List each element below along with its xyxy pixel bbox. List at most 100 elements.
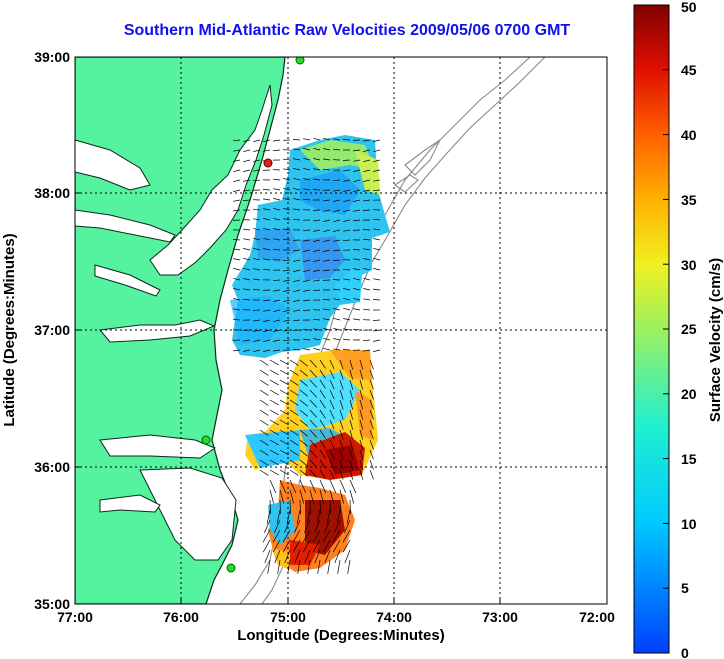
velocity-arrow bbox=[343, 307, 351, 311]
velocity-arrow bbox=[294, 549, 301, 564]
velocity-arrow bbox=[283, 218, 291, 221]
velocity-arrow bbox=[289, 399, 299, 406]
velocity-arrow bbox=[279, 419, 289, 426]
velocity-arrow bbox=[299, 469, 308, 477]
velocity-arrow bbox=[349, 399, 354, 410]
velocity-arrow bbox=[273, 238, 281, 241]
velocity-arrow bbox=[299, 479, 307, 493]
velocity-arrow bbox=[319, 379, 326, 389]
velocity-arrow bbox=[329, 379, 335, 390]
x-tick-label: 74:00 bbox=[376, 609, 412, 625]
potomac-river bbox=[75, 209, 176, 243]
velocity-arrow bbox=[272, 149, 281, 151]
velocity-arrow bbox=[253, 228, 261, 231]
velocity-arrow bbox=[359, 469, 364, 480]
site-hatteras bbox=[226, 563, 236, 573]
velocity-arrow bbox=[349, 479, 357, 493]
velocity-arrow bbox=[373, 159, 381, 163]
velocity-arrow bbox=[319, 399, 326, 409]
velocity-arrow bbox=[233, 209, 241, 212]
velocity-arrow bbox=[303, 299, 311, 302]
velocity-arrow bbox=[309, 409, 317, 418]
velocity-arrow bbox=[363, 139, 371, 142]
x-tick-label: 73:00 bbox=[482, 609, 518, 625]
velocity-arrow bbox=[263, 198, 271, 201]
velocity-arrow bbox=[243, 179, 251, 182]
velocity-arrow bbox=[282, 339, 291, 342]
velocity-arrow bbox=[313, 147, 321, 151]
velocity-arrow bbox=[252, 309, 261, 311]
velocity-arrow bbox=[343, 318, 351, 321]
velocity-arrow bbox=[293, 289, 301, 293]
velocity-arrow bbox=[372, 299, 381, 301]
velocity-arrow bbox=[333, 199, 341, 202]
velocity-arrow bbox=[309, 499, 311, 515]
velocity-arrow bbox=[243, 278, 251, 281]
velocity-arrow bbox=[292, 139, 301, 141]
velocity-arrow bbox=[262, 268, 271, 271]
velocity-arrow bbox=[282, 158, 291, 161]
y-tick-marks bbox=[75, 56, 81, 605]
chesapeake-bay bbox=[149, 84, 273, 276]
velocity-arrow bbox=[263, 319, 271, 322]
velocity-arrow bbox=[266, 509, 271, 524]
velocity-arrow bbox=[269, 389, 279, 396]
velocity-arrow bbox=[259, 429, 269, 436]
velocity-arrow bbox=[339, 449, 344, 460]
velocity-arrow bbox=[353, 219, 361, 222]
velocity-arrow bbox=[303, 157, 311, 161]
velocity-arrow bbox=[283, 289, 291, 292]
velocity-arrow bbox=[363, 277, 371, 281]
velocity-arrow bbox=[263, 329, 271, 333]
velocity-arrow bbox=[307, 559, 311, 574]
velocity-arrow bbox=[282, 239, 291, 241]
velocity-arrow bbox=[323, 327, 331, 331]
velocity-arrow bbox=[349, 439, 354, 450]
velocity-arrow bbox=[284, 519, 291, 533]
velocity-arrow bbox=[322, 539, 331, 553]
velocity-arrow bbox=[319, 419, 326, 429]
velocity-arrow bbox=[363, 248, 371, 251]
velocity-arrow bbox=[312, 529, 321, 543]
velocity-arrow bbox=[274, 519, 281, 533]
velocity-arrow bbox=[273, 299, 281, 302]
velocity-arrow bbox=[263, 139, 271, 142]
velocity-arrow bbox=[264, 549, 271, 564]
velocity-arrow bbox=[272, 529, 281, 543]
velocity-arrow bbox=[292, 349, 301, 351]
velocity-arrow bbox=[369, 409, 374, 420]
velocity-arrow bbox=[273, 309, 281, 313]
velocity-arrow bbox=[243, 349, 251, 352]
velocity-arrow bbox=[312, 209, 321, 211]
velocity-arrow bbox=[332, 259, 341, 261]
velocity-arrow bbox=[309, 379, 317, 388]
velocity-arrow bbox=[342, 349, 351, 351]
velocity-arrow bbox=[283, 228, 291, 231]
velocity-arrow bbox=[232, 318, 241, 321]
velocity-arrow bbox=[362, 308, 371, 311]
velocity-arrow bbox=[264, 519, 271, 533]
velocity-arrow bbox=[293, 249, 301, 252]
velocity-arrow bbox=[359, 369, 364, 380]
velocity-arrow bbox=[309, 399, 317, 408]
velocity-arrow bbox=[269, 499, 271, 515]
velocity-arrow bbox=[363, 179, 371, 182]
velocity-arrow bbox=[329, 369, 335, 380]
velocity-arrow bbox=[329, 359, 335, 370]
velocity-arrow bbox=[243, 149, 251, 153]
velocity-arrow bbox=[353, 268, 361, 271]
velocity-arrow bbox=[339, 379, 344, 390]
velocity-arrow bbox=[339, 489, 345, 504]
velocity-arrow bbox=[299, 459, 308, 467]
velocity-arrow bbox=[263, 218, 271, 221]
velocity-arrow bbox=[293, 168, 301, 171]
velocity-arrow bbox=[253, 278, 261, 281]
velocity-arrow bbox=[373, 278, 381, 281]
velocity-arrow bbox=[343, 278, 351, 281]
velocity-arrow bbox=[283, 208, 291, 211]
velocity-arrow bbox=[309, 449, 317, 458]
velocity-arrow bbox=[313, 137, 321, 141]
velocity-arrow bbox=[276, 509, 281, 524]
velocity-arrow bbox=[313, 259, 321, 263]
velocity-arrow bbox=[329, 429, 335, 440]
